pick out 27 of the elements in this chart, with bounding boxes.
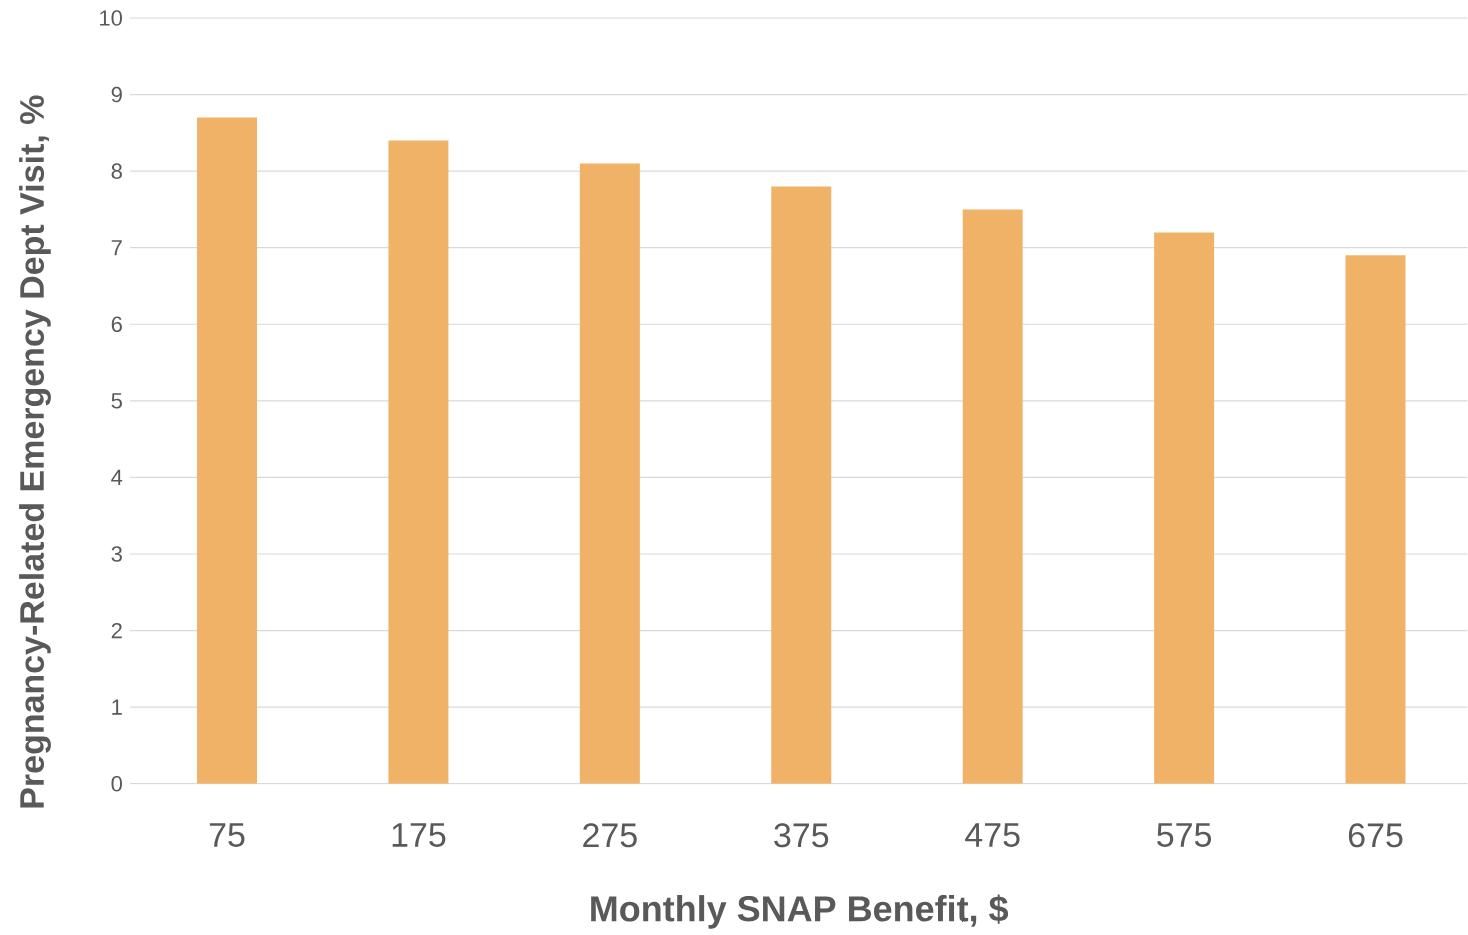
x-tick-label: 375 xyxy=(774,823,829,848)
x-axis-title: Monthly SNAP Benefit, $ xyxy=(591,894,1009,929)
y-axis-title: Pregnancy-Related Emergency Dept Visit, % xyxy=(19,95,51,808)
bar xyxy=(579,163,640,784)
x-tick-label: 575 xyxy=(1157,823,1212,847)
y-tick-label: 9 xyxy=(111,86,122,103)
x-tick-label: 275 xyxy=(583,823,637,848)
y-tick-label: 6 xyxy=(111,316,122,332)
y-tick-label: 7 xyxy=(111,240,122,256)
bar xyxy=(197,117,257,784)
y-tick-label: 5 xyxy=(111,393,122,409)
y-tick-label: 4 xyxy=(111,469,123,485)
bar xyxy=(1345,255,1406,784)
y-tick-label: 0 xyxy=(111,775,123,792)
bar xyxy=(1154,232,1215,784)
x-tick-label: 75 xyxy=(209,823,245,847)
bar xyxy=(962,209,1023,784)
y-tick-label: 10 xyxy=(100,10,123,26)
y-tick-label: 1 xyxy=(112,699,122,715)
y-tick-label: 3 xyxy=(111,546,122,562)
y-tick-label: 2 xyxy=(111,622,122,639)
x-tick-label: 475 xyxy=(965,823,1020,847)
bar xyxy=(771,186,832,784)
x-tick-label: 175 xyxy=(392,823,446,847)
bar xyxy=(388,140,449,784)
x-tick-label: 675 xyxy=(1348,823,1403,848)
y-tick-label: 8 xyxy=(111,163,122,179)
